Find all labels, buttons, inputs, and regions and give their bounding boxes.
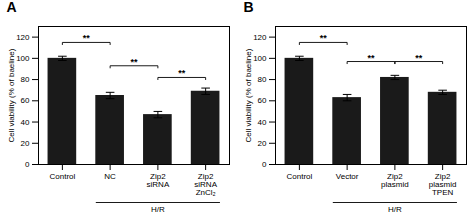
svg-text:60: 60 bbox=[258, 96, 267, 105]
svg-text:Control: Control bbox=[49, 172, 75, 181]
svg-text:H/R: H/R bbox=[151, 205, 165, 214]
svg-text:120: 120 bbox=[16, 33, 30, 42]
svg-text:80: 80 bbox=[21, 75, 30, 84]
svg-text:Vector: Vector bbox=[336, 172, 359, 181]
svg-text:**: ** bbox=[320, 33, 328, 43]
svg-text:100: 100 bbox=[253, 54, 267, 63]
svg-text:Zip2plasmidTPEN: Zip2plasmidTPEN bbox=[429, 172, 457, 197]
svg-text:**: ** bbox=[130, 57, 138, 67]
svg-text:Cell viability (% of baeline): Cell viability (% of baeline) bbox=[244, 48, 253, 142]
svg-text:80: 80 bbox=[258, 75, 267, 84]
svg-text:40: 40 bbox=[21, 118, 30, 127]
svg-text:20: 20 bbox=[21, 139, 30, 148]
svg-text:Zip2siRNAZnCl₂: Zip2siRNAZnCl₂ bbox=[194, 172, 217, 197]
svg-text:20: 20 bbox=[258, 139, 267, 148]
svg-text:0: 0 bbox=[25, 160, 30, 169]
svg-text:Zip2plasmid: Zip2plasmid bbox=[381, 172, 409, 189]
svg-text:**: ** bbox=[83, 33, 91, 43]
svg-text:B: B bbox=[244, 0, 254, 15]
svg-text:40: 40 bbox=[258, 118, 267, 127]
svg-text:H/R: H/R bbox=[388, 205, 402, 214]
svg-text:60: 60 bbox=[21, 96, 30, 105]
svg-text:**: ** bbox=[367, 53, 375, 63]
svg-text:NC: NC bbox=[104, 172, 116, 181]
svg-text:120: 120 bbox=[253, 33, 267, 42]
svg-text:Zip2siRNA: Zip2siRNA bbox=[147, 172, 170, 189]
svg-text:**: ** bbox=[415, 53, 423, 63]
svg-text:**: ** bbox=[178, 68, 186, 78]
svg-text:A: A bbox=[7, 0, 17, 15]
svg-text:Cell viability (% of baeline): Cell viability (% of baeline) bbox=[7, 48, 16, 142]
svg-text:0: 0 bbox=[262, 160, 267, 169]
svg-text:Control: Control bbox=[286, 172, 312, 181]
svg-text:100: 100 bbox=[16, 54, 30, 63]
